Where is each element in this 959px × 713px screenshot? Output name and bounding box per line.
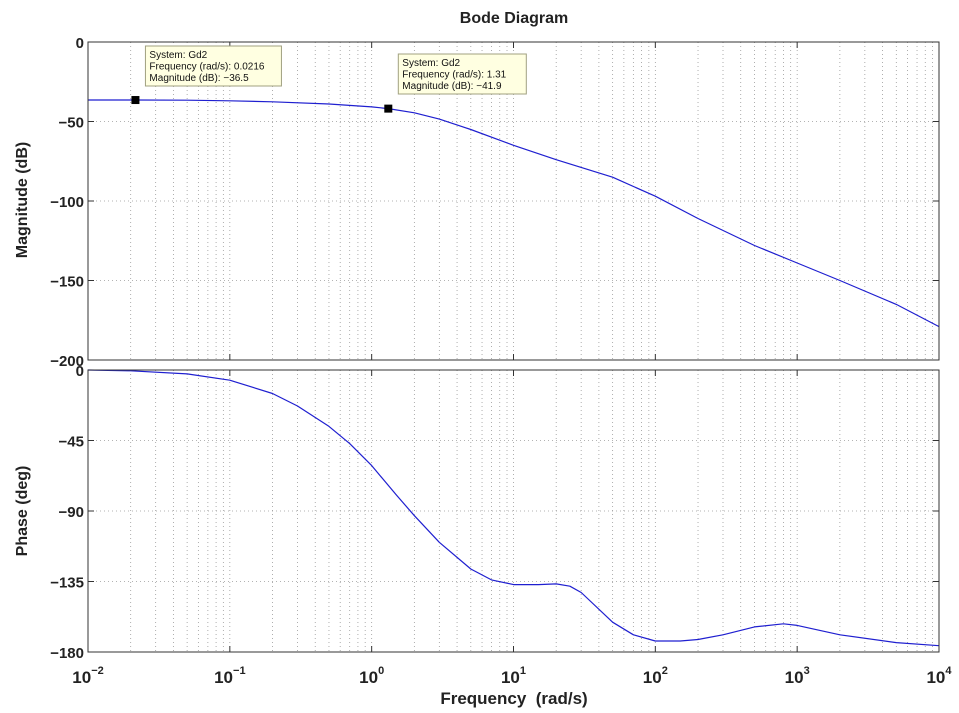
x-tick-label: 102: [643, 665, 668, 687]
phase-y-tick-label: −135: [50, 575, 84, 592]
datatip-box: [397, 53, 527, 95]
magnitude-axis-label: Magnitude (dB): [14, 142, 31, 258]
x-axis-label: Frequency (rad/s): [440, 689, 587, 708]
datatip-line: Magnitude (dB): −36.5: [149, 73, 249, 84]
magnitude-series-line: [88, 99, 940, 328]
magnitude-panel: 0 −50 −100 −150 −200: [50, 35, 940, 370]
phase-series-line: [87, 369, 940, 647]
datatip-line: Magnitude (dB): −41.9: [402, 81, 502, 92]
phase-panel: 0 −45 −90 −135 −180: [50, 363, 940, 662]
phase-frame: [87, 369, 940, 653]
x-tick-label: 101: [501, 665, 526, 687]
magnitude-frame: [87, 41, 940, 361]
x-tick-label: 104: [926, 665, 952, 687]
x-tick-label: 10−1: [214, 665, 245, 687]
phase-y-tick-label: −90: [59, 504, 84, 521]
phase-axis-label: Phase (deg): [14, 466, 31, 557]
datatip-box: [144, 45, 282, 87]
datatip-line: System: Gd2: [149, 50, 207, 61]
datatip-line: Frequency (rad/s): 1.31: [402, 70, 506, 81]
magnitude-y-tick-label: −50: [59, 115, 84, 132]
chart-title: Bode Diagram: [460, 10, 568, 27]
frequency-axis: 10−2 10−1 100 101 102 103 104: [72, 665, 952, 687]
magnitude-y-tick-label: 0: [76, 35, 84, 52]
magnitude-y-tick-label: −100: [50, 194, 84, 211]
phase-y-tick-label: 0: [76, 363, 84, 380]
magnitude-y-tick-label: −200: [50, 353, 84, 370]
x-tick-label: 100: [359, 665, 384, 687]
x-tick-label: 10−2: [72, 665, 103, 687]
phase-y-tick-label: −45: [59, 434, 84, 451]
datatip-line: Frequency (rad/s): 0.0216: [149, 62, 264, 73]
datatip-marker: [384, 104, 393, 113]
datatip-marker: [131, 96, 140, 105]
magnitude-y-tick-label: −150: [50, 274, 84, 291]
datatip-line: System: Gd2: [402, 58, 460, 69]
phase-y-tick-label: −180: [50, 645, 84, 662]
x-tick-label: 103: [785, 665, 810, 687]
